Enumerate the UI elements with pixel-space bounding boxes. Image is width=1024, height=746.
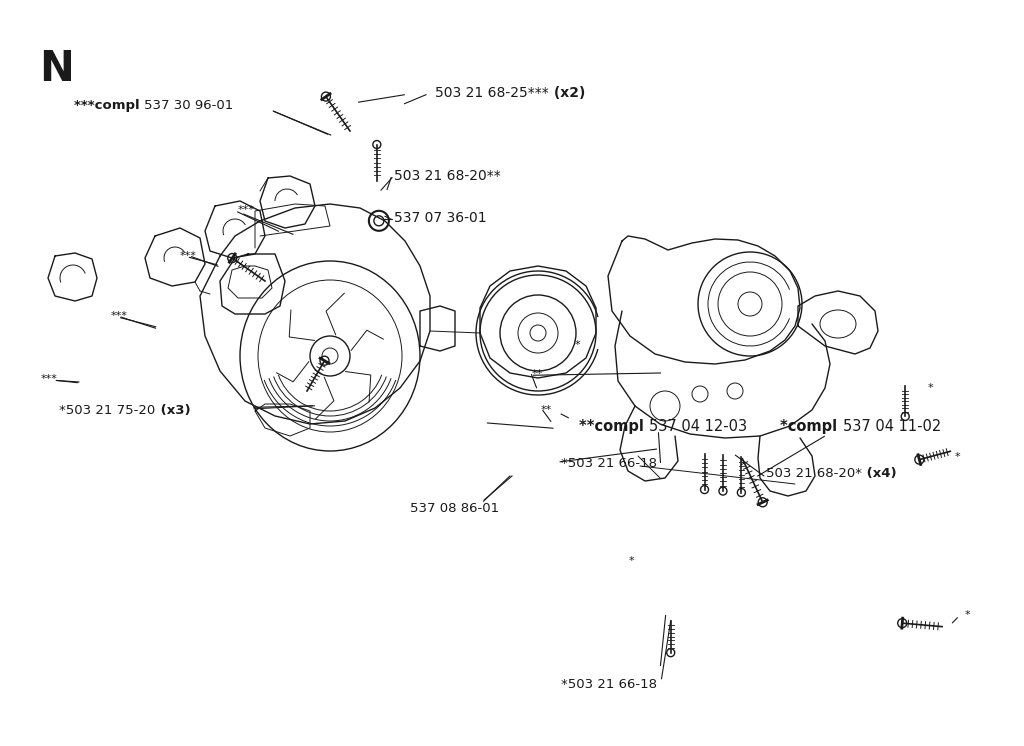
Text: (x4): (x4) — [862, 467, 897, 480]
Text: *compl: *compl — [780, 419, 843, 434]
Text: ***: *** — [41, 374, 57, 384]
Text: 503 21 68-25***: 503 21 68-25*** — [435, 87, 549, 100]
Text: *: * — [928, 383, 933, 393]
Text: 537 08 86-01: 537 08 86-01 — [410, 502, 499, 515]
Text: *: * — [954, 451, 959, 462]
Text: (x2): (x2) — [549, 87, 586, 100]
Text: ***: *** — [179, 251, 196, 261]
Text: *503 21 66-18: *503 21 66-18 — [561, 457, 657, 470]
Text: 503 21 68-20*: 503 21 68-20* — [766, 467, 862, 480]
Text: ***: *** — [238, 205, 254, 216]
Text: 537 04 12-03: 537 04 12-03 — [648, 419, 746, 434]
Text: **compl: **compl — [579, 419, 648, 434]
Text: ***: *** — [111, 311, 127, 322]
Text: *: * — [629, 556, 634, 566]
Text: *503 21 66-18: *503 21 66-18 — [561, 677, 657, 691]
Text: 537 04 11-02: 537 04 11-02 — [843, 419, 941, 434]
Text: *: * — [574, 339, 580, 350]
Text: *: * — [965, 610, 970, 621]
Text: N: N — [39, 48, 74, 90]
Text: (x3): (x3) — [156, 404, 190, 417]
Text: **: ** — [541, 405, 552, 416]
Text: 537 07 36-01: 537 07 36-01 — [394, 211, 486, 225]
Text: 537 30 96-01: 537 30 96-01 — [144, 99, 233, 113]
Text: 503 21 68-20**: 503 21 68-20** — [394, 169, 501, 183]
Text: *503 21 75-20: *503 21 75-20 — [59, 404, 156, 417]
Text: **: ** — [531, 369, 543, 380]
Text: ***compl: ***compl — [74, 99, 144, 113]
